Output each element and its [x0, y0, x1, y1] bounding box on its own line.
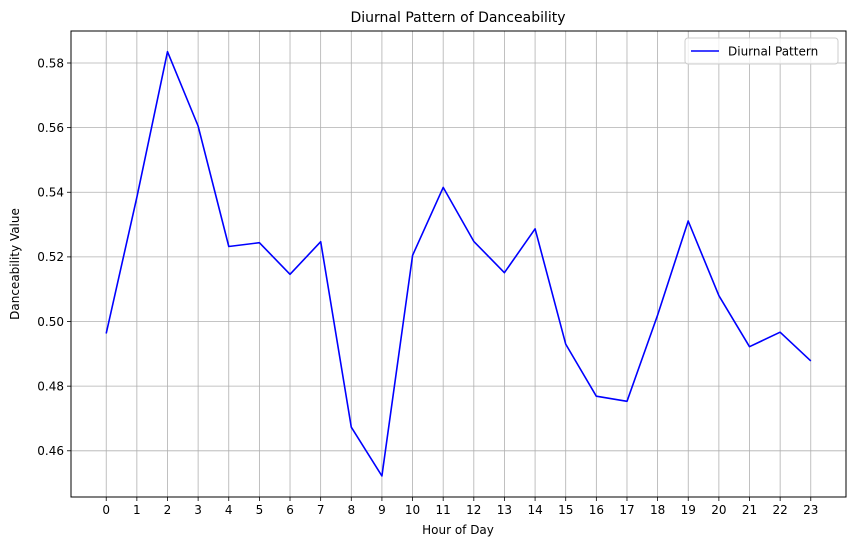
- chart-title: Diurnal Pattern of Danceability: [350, 10, 565, 26]
- x-tick-label: 6: [286, 503, 294, 517]
- legend-box: [684, 37, 839, 65]
- x-tick-label: 13: [497, 503, 512, 517]
- x-tick-label: 2: [164, 503, 172, 517]
- x-tick-label: 11: [436, 503, 451, 517]
- y-tick-label: 0.58: [37, 56, 64, 70]
- y-tick-label: 0.54: [37, 186, 64, 200]
- y-tick-label: 0.46: [37, 444, 64, 458]
- x-tick-label: 9: [378, 503, 386, 517]
- x-tick-label: 5: [256, 503, 264, 517]
- x-tick-label: 1: [133, 503, 141, 517]
- x-tick-label: 14: [527, 503, 542, 517]
- y-tick-label: 0.48: [37, 379, 64, 393]
- y-tick-label: 0.56: [37, 121, 64, 135]
- x-tick-label: 10: [405, 503, 420, 517]
- y-axis-ticks: 0.46 0.48 0.50 0.52 0.54 0.56 0.58: [37, 56, 71, 458]
- x-tick-label: 18: [650, 503, 665, 517]
- y-tick-label: 0.52: [37, 250, 64, 264]
- series-layer: [105, 50, 812, 477]
- grid-lines: [71, 31, 846, 497]
- x-tick-label: 0: [102, 503, 110, 517]
- x-tick-label: 17: [619, 503, 634, 517]
- x-tick-label: 23: [803, 503, 818, 517]
- legend-label: Diurnal Pattern: [728, 45, 818, 59]
- x-axis-ticks: 0 1 2 3 4 5 6 7 8 9 10 11 12 13 14 15 16 17 18 19 20 21 22 23: [102, 497, 818, 517]
- y-tick-label: 0.50: [37, 315, 64, 329]
- y-axis-label: Danceability Value: [8, 208, 22, 320]
- series-line-diurnal-pattern: [105, 50, 812, 477]
- x-tick-label: 7: [317, 503, 325, 517]
- x-tick-label: 22: [772, 503, 787, 517]
- legend: Diurnal Pattern: [684, 37, 839, 65]
- x-tick-label: 12: [466, 503, 481, 517]
- x-tick-label: 16: [589, 503, 604, 517]
- x-tick-label: 19: [681, 503, 696, 517]
- x-tick-label: 15: [558, 503, 573, 517]
- x-tick-label: 8: [347, 503, 355, 517]
- plot-frame: [70, 30, 847, 498]
- x-tick-label: 4: [225, 503, 233, 517]
- x-tick-label: 20: [711, 503, 726, 517]
- x-tick-label: 21: [742, 503, 757, 517]
- x-axis-label: Hour of Day: [422, 523, 494, 537]
- x-tick-label: 3: [194, 503, 202, 517]
